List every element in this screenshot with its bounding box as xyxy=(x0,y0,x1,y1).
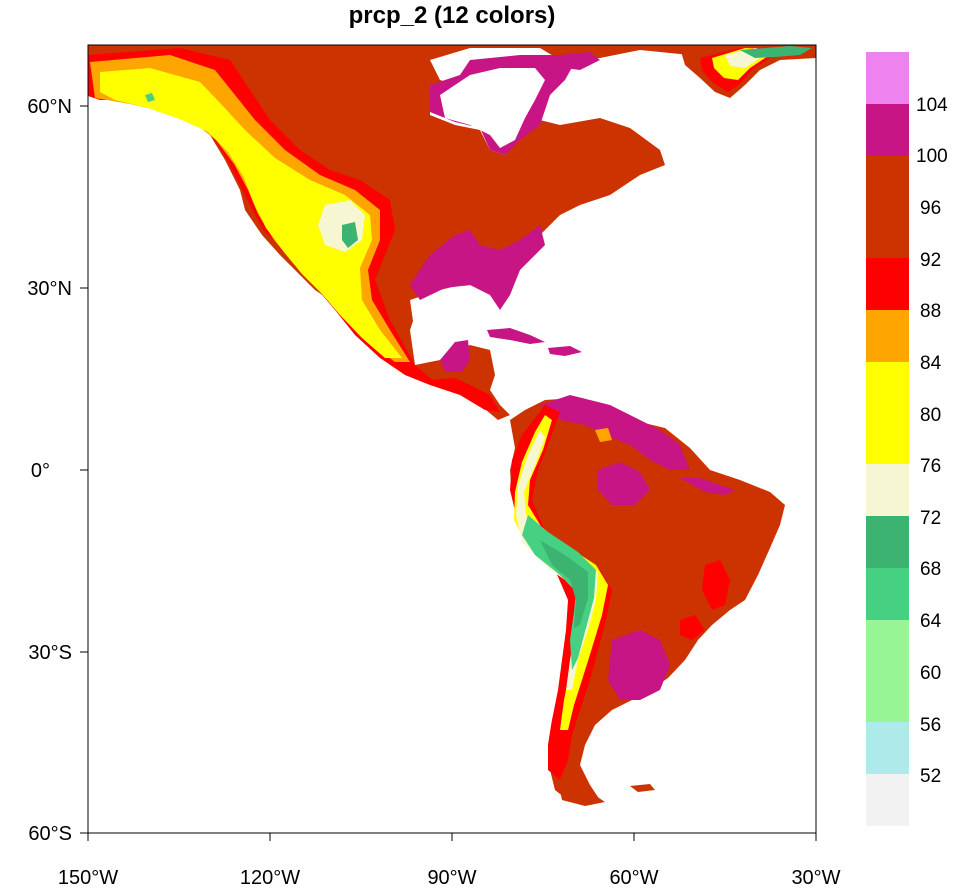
magenta-zone-northeast-brazil xyxy=(680,478,735,495)
y-tick-label: 0° xyxy=(31,460,50,482)
x-tick-label: 60°W xyxy=(609,867,658,888)
colorbar-label: 80 xyxy=(920,405,941,426)
andes-green xyxy=(522,515,596,670)
magenta-zone-amazon-north xyxy=(540,395,690,470)
cuba xyxy=(487,328,545,344)
colorbar-swatch xyxy=(866,104,909,156)
falklands xyxy=(630,784,655,792)
andes-red xyxy=(510,405,612,780)
red-zone-parana xyxy=(680,615,705,640)
colorbar-label: 52 xyxy=(920,766,941,787)
colorbar-swatch xyxy=(866,362,909,464)
colorbar-label: 104 xyxy=(916,95,948,116)
x-tick-label: 150°W xyxy=(58,867,118,888)
colorbar-label: 92 xyxy=(920,250,941,271)
colorbar-label: 56 xyxy=(920,715,941,736)
colorbar-swatch xyxy=(866,310,909,362)
colorbar-swatch xyxy=(866,156,909,258)
x-tick-label: 30°W xyxy=(791,867,840,888)
tierra-del-fuego xyxy=(560,790,605,806)
andes-green-dark xyxy=(540,540,588,628)
central-america-red xyxy=(430,378,500,412)
hudson-bay-water xyxy=(440,68,545,148)
colorbar-swatch xyxy=(866,620,909,722)
y-tick-label: 30°N xyxy=(27,278,72,300)
colorbar-swatch xyxy=(866,568,909,620)
y-tick-label: 30°S xyxy=(28,642,72,664)
greenland-green xyxy=(740,46,812,58)
colorbar-swatch xyxy=(866,516,909,568)
magenta-zone-amazon xyxy=(598,462,650,505)
colorbar: 52 56 60 64 68 72 76 80 84 88 92 96 100 … xyxy=(866,52,948,826)
yellow-zone-rockies xyxy=(100,68,402,358)
colorbar-label: 88 xyxy=(920,301,941,322)
map-plot-area xyxy=(88,45,816,806)
colorbar-swatch xyxy=(866,722,909,774)
colorbar-label: 84 xyxy=(920,353,942,374)
axis-ticks xyxy=(80,105,817,841)
x-tick-label: 120°W xyxy=(240,867,300,888)
green-zone-colorado xyxy=(342,222,358,248)
map-title: prcp_2 (12 colors) xyxy=(348,2,556,29)
magenta-zone-pampas xyxy=(608,630,670,700)
y-tick-label: 60°N xyxy=(27,96,72,118)
colorbar-label: 76 xyxy=(920,456,941,477)
colorbar-label: 60 xyxy=(920,663,941,684)
teal-spot-alaska xyxy=(145,93,155,102)
magenta-zone-caribbean xyxy=(440,340,470,372)
x-tick-label: 90°W xyxy=(427,867,476,888)
colorbar-swatch xyxy=(866,464,909,516)
greenland-magenta-edge xyxy=(560,52,600,70)
magenta-zone-southeast-us xyxy=(410,225,545,310)
colorbar-label: 100 xyxy=(916,146,948,167)
colorbar-swatch xyxy=(866,774,909,826)
red-zone-brazil-east xyxy=(702,560,730,610)
y-tick-label: 60°S xyxy=(28,823,72,845)
colorbar-label: 68 xyxy=(920,559,941,580)
orange-spot-guiana xyxy=(595,428,612,442)
colorbar-label: 96 xyxy=(920,198,941,219)
colorbar-swatch xyxy=(866,258,909,310)
hispaniola xyxy=(548,346,582,356)
gulf-of-mexico xyxy=(410,285,500,345)
colorbar-swatch xyxy=(866,52,909,104)
colorbar-label: 72 xyxy=(920,508,941,529)
colorbar-label: 64 xyxy=(920,611,942,632)
